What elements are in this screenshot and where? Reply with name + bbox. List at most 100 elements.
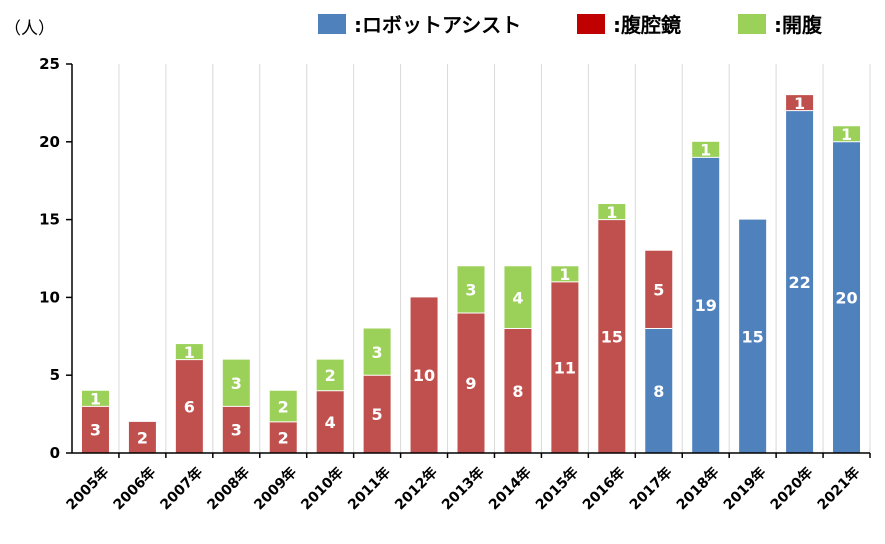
y-axis-ticks: 0 5 10 15 20 25 [39,55,72,462]
bar-segment [316,359,344,391]
y-tick-label: 20 [39,133,60,151]
bar-segment [222,359,250,407]
bar-segment [645,328,673,453]
data-label: 1 [841,125,852,144]
data-label: 9 [465,374,476,393]
x-tick-label: 2014年 [485,464,534,513]
x-tick-label: 2006年 [110,464,159,513]
data-label: 1 [184,343,195,362]
bar-segment [457,266,485,313]
data-label: 1 [559,265,570,284]
bar-segment [645,250,673,329]
x-tick-label: 2019年 [720,464,769,513]
data-label: 3 [465,281,476,300]
data-label: 1 [794,94,805,113]
bar-segment [786,110,814,454]
data-label: 22 [788,273,810,292]
x-tick-label: 2009年 [251,464,300,513]
data-label: 15 [742,327,764,346]
data-label: 2 [137,428,148,447]
data-label: 5 [372,405,383,424]
data-label: 3 [231,374,242,393]
legend-swatch [577,14,605,34]
data-label: 4 [512,288,523,307]
data-label: 1 [700,141,711,160]
x-tick-label: 2005年 [63,464,112,513]
x-tick-label: 2008年 [204,464,253,513]
data-label: 11 [554,358,576,377]
bar-segment [363,328,391,376]
y-tick-label: 5 [50,366,60,384]
y-unit-label: （人） [4,19,55,39]
x-tick-label: 2018年 [673,464,722,513]
data-label: 4 [325,413,336,432]
x-tick-label: 2010年 [298,464,347,513]
data-label: 1 [606,203,617,222]
bar-segment [598,219,626,453]
bar-segment [598,204,626,220]
legend-label: :ロボットアシスト [354,13,521,37]
bar-segment [410,297,438,453]
legend: :ロボットアシスト :腹腔鏡 :開腹 [318,13,823,37]
y-tick-label: 15 [39,211,60,229]
data-label: 3 [372,343,383,362]
bar-segment [363,375,391,453]
bar-segment [269,421,297,453]
data-label: 20 [835,288,857,307]
data-label: 2 [278,397,289,416]
data-label: 19 [695,296,717,315]
bar-segment [739,219,767,453]
bar-segment [551,281,579,453]
data-label: 3 [231,421,242,440]
bar-segment [833,141,861,454]
bar-segment [692,157,720,454]
bar-segment [175,344,203,360]
bar-segment [128,421,156,453]
data-label: 2 [325,366,336,385]
data-label: 3 [90,421,101,440]
bar-segment [504,328,532,453]
bars [81,95,861,454]
axes [71,64,870,454]
x-tick-label: 2011年 [344,464,393,513]
bar-segment [222,406,250,453]
bar-segment [833,126,861,142]
bar-segment [504,266,532,329]
bar-segment [269,390,297,422]
y-tick-label: 10 [39,288,60,306]
x-tick-label: 2020年 [767,464,816,513]
data-label: 10 [413,366,435,385]
bar-segment [175,359,203,453]
bar-segment [551,266,579,282]
grid-lines [118,64,871,453]
bar-segment [81,390,109,407]
bar-segment [786,95,814,111]
legend-swatch [738,14,766,34]
bar-segment [457,312,485,453]
x-tick-label: 2007年 [157,464,206,513]
x-tick-label: 2021年 [814,464,863,513]
bar-segment [692,141,720,158]
data-label: 1 [90,390,101,409]
data-label: 2 [278,428,289,447]
x-axis-ticks: 2005年2006年2007年2008年2009年2010年2011年2012年… [63,453,871,513]
data-label: 8 [512,382,523,401]
x-tick-label: 2015年 [532,464,581,513]
x-tick-label: 2017年 [626,464,675,513]
x-tick-label: 2013年 [438,464,487,513]
data-label: 6 [184,397,195,416]
legend-label: :腹腔鏡 [613,13,681,37]
data-label: 8 [653,382,664,401]
y-tick-label: 25 [39,55,60,73]
legend-swatch [318,14,346,34]
data-label: 5 [653,281,664,300]
bar-segment [81,406,109,453]
x-tick-label: 2012年 [391,464,440,513]
legend-label: :開腹 [774,13,823,37]
y-tick-label: 0 [50,444,60,462]
bar-segment [316,390,344,453]
x-tick-label: 2016年 [579,464,628,513]
